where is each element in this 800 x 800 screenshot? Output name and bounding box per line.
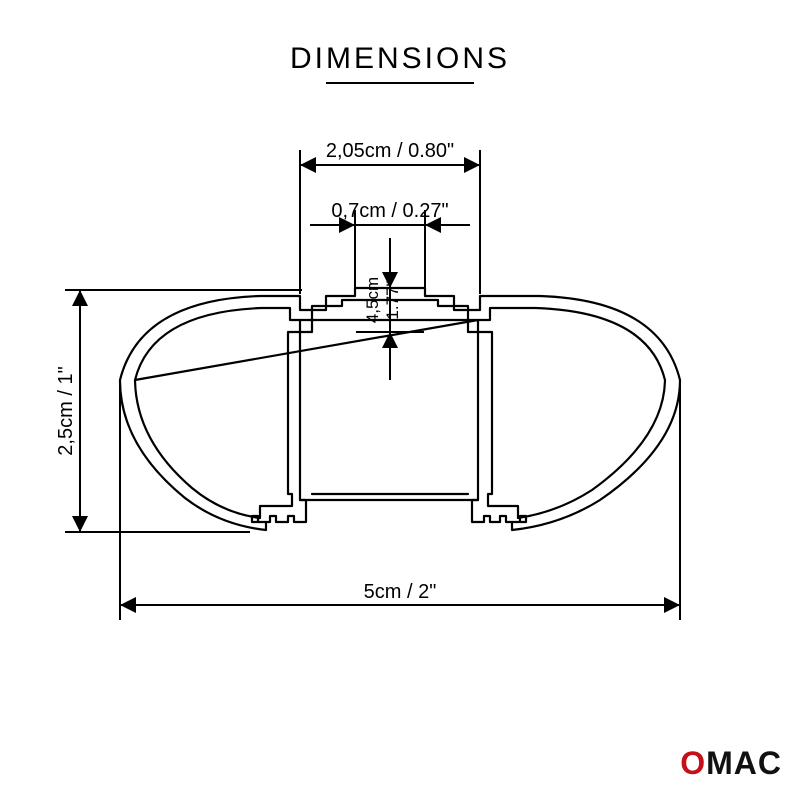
profile-outline [120,288,680,530]
dim-width-label: 5cm / 2" [364,581,437,603]
dim-top-inner-label: 0,7cm / 0.27" [331,200,448,222]
dim-depth-label-1: 4,5cm [363,277,382,323]
brand-initial: O [680,745,706,781]
dim-depth-label-2: 1.77" [383,280,402,319]
dim-top-outer-label: 2,05cm / 0.80" [326,140,454,162]
brand-rest: MAC [706,745,782,781]
diagram-svg: 5cm / 2" 2,5cm / 1" 2,05cm / 0.80" 0,7cm… [0,0,800,800]
brand-logo: OMAC [680,745,782,782]
dim-height-label: 2,5cm / 1" [55,366,77,455]
